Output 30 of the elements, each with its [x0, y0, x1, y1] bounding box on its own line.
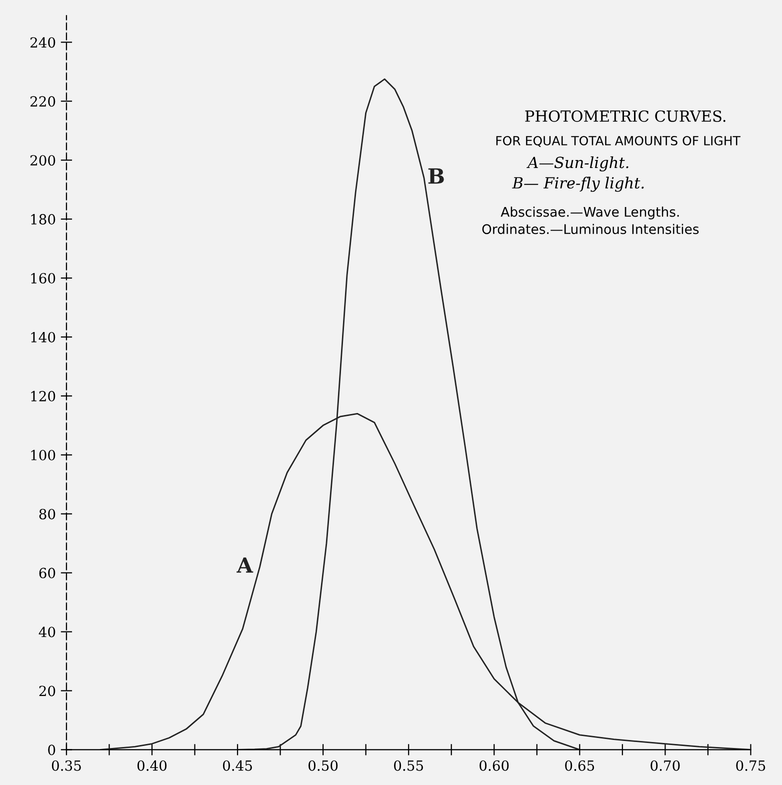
y-tick-label: 120: [31, 390, 56, 402]
text: PHOTOMETRIC CURVES.: [525, 110, 726, 122]
y-tick-label: 140: [31, 332, 56, 342]
y-tick-label: 220: [30, 96, 56, 107]
annotation: Ordinates.—Luminous Intensities: [482, 224, 699, 234]
y-tick-label: 100: [31, 450, 56, 460]
x-tick-label: 0.40: [137, 760, 167, 771]
annotation: Abscissae.—Wave Lengths.: [500, 206, 679, 220]
x-tick-label: 0.65: [565, 760, 594, 771]
text: FOR EQUAL TOTAL AMOUNTS OF LIGHT: [496, 136, 740, 147]
y-tick-label: 80: [39, 508, 56, 520]
annotation: A—Sun-light.: [526, 156, 628, 172]
y-tick-label: 60: [39, 568, 56, 578]
x-tick-label: 0.35: [52, 760, 81, 771]
x-tick-label: 0.60: [480, 760, 509, 771]
y-tick-label: 160: [31, 273, 56, 284]
x-tick-label: 0.70: [650, 760, 680, 771]
y-tick-label: 0: [48, 744, 56, 756]
y-tick-label: 20: [39, 686, 56, 696]
y-tick-label: 240: [30, 37, 56, 48]
y-tick-label: 40: [38, 626, 56, 638]
x-tick-label: 0.75: [736, 760, 766, 771]
series-label: B: [428, 168, 444, 184]
x-tick-label: 0.55: [394, 760, 423, 771]
x-tick-label: 0.45: [222, 760, 252, 771]
y-tick-label: 180: [31, 214, 56, 225]
x-tick-label: 0.50: [308, 760, 338, 771]
y-tick-label: 200: [30, 155, 56, 166]
annotation: B— Fire-fly light.: [512, 176, 644, 192]
series-label: A: [236, 557, 254, 573]
